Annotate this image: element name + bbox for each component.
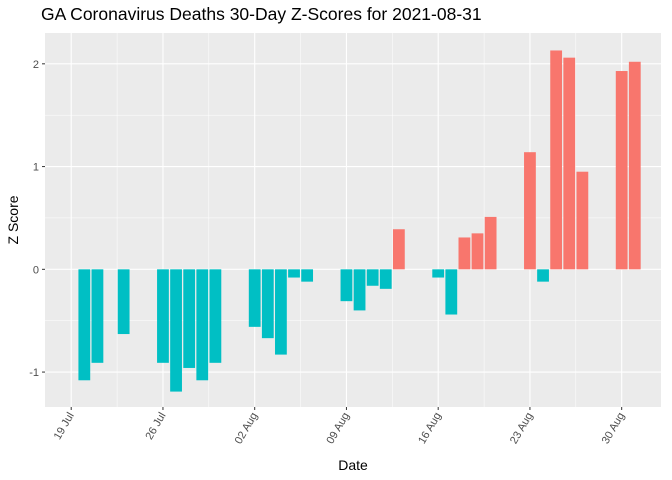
bar	[471, 233, 484, 270]
bar	[615, 71, 628, 270]
bar	[275, 269, 287, 355]
bar	[366, 269, 379, 286]
bar	[117, 269, 130, 335]
bar	[261, 269, 274, 339]
y-axis: -1 0 1 2	[29, 59, 45, 379]
x-axis-title: Date	[338, 457, 368, 473]
bar	[183, 269, 196, 368]
x-axis: 19 Jul 26 Jul 02 Aug 09 Aug 16 Aug 23 Aug 30 A…	[52, 407, 628, 447]
bar	[196, 269, 209, 381]
chart-title: GA Coronavirus Deaths 30-Day Z-Scores fo…	[41, 4, 482, 24]
y-axis-title: Z Score	[5, 195, 21, 244]
y-tick-label: 1	[33, 162, 39, 174]
y-tick-label: 0	[33, 264, 39, 276]
bar	[353, 269, 366, 311]
bar	[392, 229, 405, 270]
x-tick-label: 16 Aug	[416, 411, 444, 447]
bar	[432, 269, 445, 278]
bar	[209, 269, 222, 363]
minor-gridlines	[45, 33, 661, 407]
bar	[628, 61, 641, 270]
bar	[91, 269, 104, 363]
bar	[458, 237, 471, 270]
bar	[550, 50, 563, 270]
y-tick-label: 2	[33, 59, 39, 71]
bar	[78, 269, 91, 381]
bar	[379, 269, 392, 289]
x-tick-label: 30 Aug	[600, 411, 628, 447]
x-tick-label: 26 Jul	[143, 411, 168, 442]
bar	[576, 171, 589, 270]
bar	[537, 269, 549, 282]
bar	[170, 269, 182, 392]
bar	[563, 57, 576, 270]
x-tick-label: 23 Aug	[508, 411, 536, 447]
y-tick-label: -1	[29, 367, 39, 379]
bar	[248, 269, 261, 327]
x-tick-label: 09 Aug	[325, 411, 353, 447]
bar	[157, 269, 169, 363]
bar	[484, 216, 497, 270]
bar	[301, 269, 314, 282]
bar	[524, 152, 536, 270]
x-tick-label: 19 Jul	[52, 411, 77, 442]
bars	[78, 50, 641, 392]
bar	[340, 269, 353, 302]
bar	[288, 269, 300, 278]
x-tick-label: 02 Aug	[233, 411, 261, 447]
bar	[445, 269, 458, 315]
